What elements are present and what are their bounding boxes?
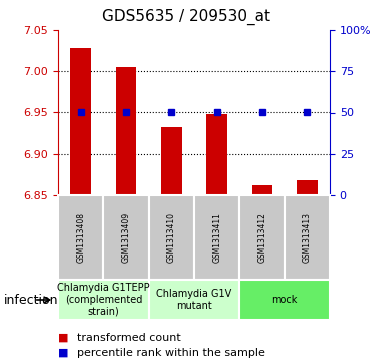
Bar bbox=[58, 195, 104, 280]
Text: mock: mock bbox=[272, 295, 298, 305]
Text: Chlamydia G1V
mutant: Chlamydia G1V mutant bbox=[156, 289, 232, 311]
Text: GSM1313410: GSM1313410 bbox=[167, 212, 176, 263]
Bar bbox=[194, 195, 239, 280]
Bar bbox=[239, 195, 285, 280]
Text: percentile rank within the sample: percentile rank within the sample bbox=[76, 348, 265, 358]
Bar bbox=[239, 280, 330, 320]
Text: ■: ■ bbox=[58, 348, 69, 358]
Text: infection: infection bbox=[4, 294, 58, 306]
Text: GSM1313412: GSM1313412 bbox=[257, 212, 266, 263]
Text: GSM1313413: GSM1313413 bbox=[303, 212, 312, 263]
Bar bbox=[104, 195, 149, 280]
Bar bbox=[58, 280, 149, 320]
Text: ■: ■ bbox=[58, 333, 69, 343]
Text: Chlamydia G1TEPP
(complemented
strain): Chlamydia G1TEPP (complemented strain) bbox=[57, 284, 150, 317]
Bar bbox=[149, 280, 239, 320]
Text: GSM1313408: GSM1313408 bbox=[76, 212, 85, 263]
Text: GDS5635 / 209530_at: GDS5635 / 209530_at bbox=[102, 9, 269, 25]
Text: transformed count: transformed count bbox=[76, 333, 180, 343]
Bar bbox=[70, 48, 91, 195]
Bar bbox=[285, 195, 330, 280]
Bar bbox=[207, 114, 227, 195]
Bar bbox=[297, 180, 318, 195]
Bar bbox=[252, 185, 272, 195]
Text: GSM1313409: GSM1313409 bbox=[121, 212, 131, 263]
Bar bbox=[116, 67, 136, 195]
Text: GSM1313411: GSM1313411 bbox=[212, 212, 221, 263]
Bar bbox=[161, 127, 181, 195]
Bar bbox=[149, 195, 194, 280]
